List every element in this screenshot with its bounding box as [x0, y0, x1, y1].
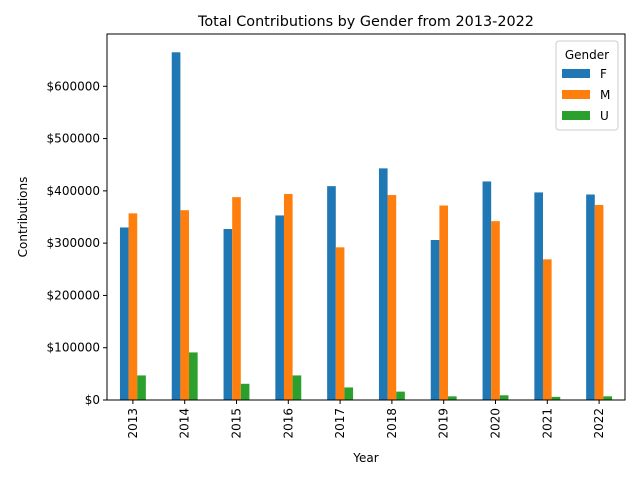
y-tick-label: $400000: [47, 184, 100, 198]
y-tick-label: $500000: [47, 132, 100, 146]
bar-F-2018: [378, 168, 388, 400]
legend-label-U: U: [600, 109, 609, 123]
bar-M-2018: [387, 195, 397, 400]
legend-swatch-U: [562, 111, 590, 120]
bar-U-2021: [551, 396, 561, 400]
bar-M-2022: [594, 204, 604, 400]
bar-F-2015: [223, 229, 233, 400]
y-tick-label: $300000: [47, 236, 100, 250]
x-axis-label: Year: [352, 451, 378, 465]
x-axis-ticks: 2013 2014 2015 2016 2017 2018 2019 2020 2021 2022: [126, 400, 606, 439]
y-tick-label: $200000: [47, 288, 100, 302]
bar-M-2014: [180, 210, 190, 400]
legend-swatch-F: [562, 69, 590, 78]
x-tick-label: 2018: [385, 408, 399, 439]
x-tick-label: 2013: [126, 408, 140, 439]
chart-title: Total Contributions by Gender from 2013-…: [197, 14, 534, 30]
y-tick-label: $600000: [47, 79, 100, 93]
bar-U-2017: [344, 387, 354, 400]
bar-F-2019: [430, 240, 440, 400]
bar-U-2014: [189, 352, 198, 400]
legend-label-F: F: [600, 67, 607, 81]
bar-F-2017: [327, 186, 336, 400]
bar-U-2013: [137, 375, 146, 400]
bar-U-2020: [499, 395, 509, 400]
bar-F-2016: [275, 215, 284, 400]
bar-M-2013: [128, 213, 138, 400]
y-axis-label: Contributions: [16, 177, 30, 258]
x-tick-label: 2017: [333, 408, 347, 439]
legend-box: [555, 40, 619, 131]
legend-label-M: M: [600, 88, 610, 102]
legend: Gender FMU: [555, 40, 619, 131]
bar-U-2022: [603, 396, 613, 400]
bar-F-2021: [534, 192, 543, 400]
bar-F-2014: [171, 52, 181, 401]
x-tick-label: 2014: [178, 408, 192, 439]
bar-M-2021: [542, 259, 552, 400]
y-tick-label: $100000: [47, 341, 100, 355]
x-tick-label: 2020: [489, 408, 503, 439]
legend-title: Gender: [565, 48, 609, 62]
x-tick-label: 2021: [540, 408, 554, 439]
bar-F-2013: [119, 227, 129, 400]
bar-F-2020: [482, 181, 492, 400]
bar-M-2019: [439, 205, 449, 400]
bars-group: [119, 52, 613, 401]
x-tick-label: 2019: [437, 408, 451, 439]
x-tick-label: 2016: [281, 408, 295, 439]
bar-U-2015: [240, 383, 250, 400]
y-tick-label: $0: [85, 393, 100, 407]
y-axis-ticks: $0 $100000 $200000 $300000 $400000 $500000 $60…: [47, 79, 107, 407]
bar-F-2022: [586, 194, 595, 400]
plot-frame: [106, 33, 626, 401]
x-tick-label: 2022: [592, 408, 606, 439]
bar-M-2017: [335, 247, 345, 400]
bar-M-2020: [491, 221, 500, 400]
bar-M-2015: [232, 197, 241, 400]
x-tick-label: 2015: [230, 408, 244, 439]
bar-U-2016: [292, 375, 302, 400]
legend-swatch-M: [562, 90, 590, 99]
bar-U-2019: [448, 396, 457, 400]
bar-U-2018: [396, 391, 405, 400]
bar-M-2016: [283, 193, 293, 400]
